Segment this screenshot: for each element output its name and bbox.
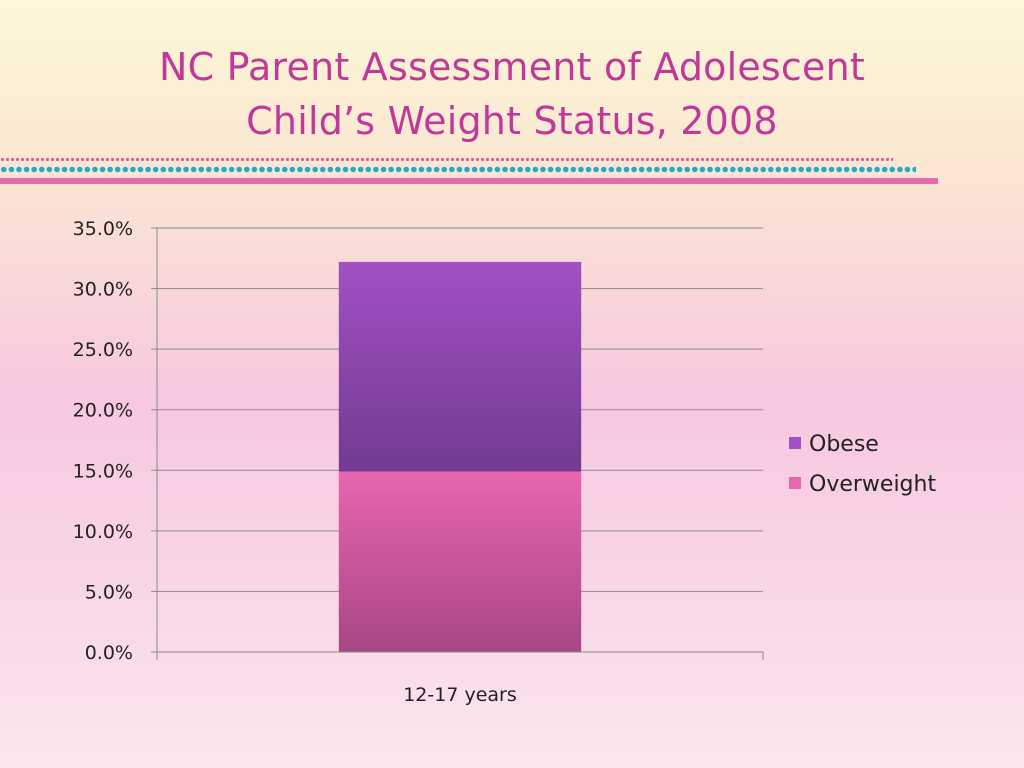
y-tick-label: 30.0%	[73, 279, 133, 301]
bars	[338, 261, 582, 652]
slide-title: NC Parent Assessment of Adolescent Child…	[60, 40, 964, 148]
y-tick-label: 25.0%	[73, 339, 133, 361]
legend-swatch-overweight	[789, 477, 801, 489]
legend-label-obese: Obese	[809, 432, 879, 457]
title-underline	[0, 178, 938, 184]
y-tick-label: 15.0%	[73, 460, 133, 482]
y-tick-label: 20.0%	[73, 400, 133, 422]
axes: 0.0% 5.0% 10.0% 15.0% 20.0% 25.0% 30.0% 35.0% 12…	[73, 218, 764, 706]
dotted-divider-pink	[0, 157, 893, 162]
legend-label-overweight: Overweight	[809, 472, 936, 497]
legend-swatch-obese	[789, 437, 801, 449]
y-tick-label: 10.0%	[73, 521, 133, 543]
x-tick-label: 12-17 years	[403, 684, 517, 706]
bar-obese	[338, 261, 582, 472]
bar-overweight	[338, 471, 582, 652]
y-tick-label: 35.0%	[73, 218, 133, 240]
y-tick-label: 0.0%	[85, 642, 133, 664]
slide-title-line-1: NC Parent Assessment of Adolescent	[159, 45, 865, 89]
y-tick-label: 5.0%	[85, 581, 133, 603]
legend: Obese Overweight	[789, 432, 936, 497]
slide-title-line-2: Child’s Weight Status, 2008	[246, 99, 778, 143]
dotted-divider-blue	[0, 165, 916, 174]
